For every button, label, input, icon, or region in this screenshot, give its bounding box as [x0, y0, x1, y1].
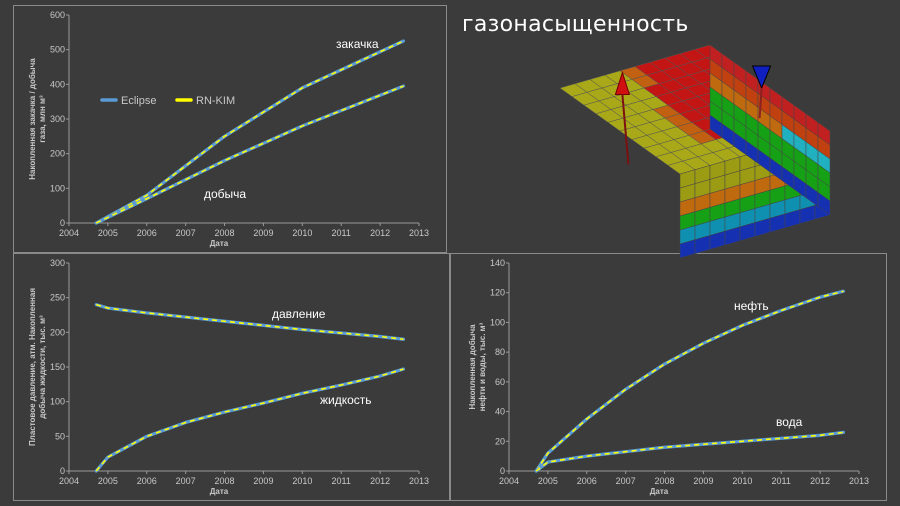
- series-rnkim-line: [95, 303, 404, 341]
- x-tick-label: 2010: [732, 476, 752, 486]
- x-tick-label: 2008: [215, 476, 235, 486]
- chart-panel-oil-water: 0 20 40 60 80 100 120 140 2004 2005 2006 2007 2008 20…: [450, 253, 887, 501]
- chart-oil-water: 0 20 40 60 80 100 120 140 2004 2005 2006 2007 2008 20…: [468, 258, 869, 496]
- y-tick-label: 250: [50, 293, 65, 303]
- series-rnkim-line: [95, 368, 404, 472]
- x-tick-label: 2013: [409, 228, 429, 238]
- x-tick-label: 2012: [370, 476, 390, 486]
- y-tick-label: 80: [495, 347, 505, 357]
- y-axis-label: Накопленная закачка / добычагаза, млн м³: [28, 58, 47, 180]
- x-tick-label: 2012: [370, 228, 390, 238]
- y-tick-label: 200: [50, 149, 65, 159]
- x-tick-label: 2011: [332, 476, 351, 486]
- series-eclipse-line: [94, 39, 406, 225]
- series-eclipse-line: [94, 367, 406, 473]
- x-tick-label: 2009: [693, 476, 713, 486]
- y-tick-label: 500: [50, 45, 65, 55]
- y-axis-label: Накопленная добычанефти и воды, тыс. м³: [468, 322, 487, 411]
- y-tick-label: 100: [50, 397, 65, 407]
- y-tick-label: 300: [50, 114, 65, 124]
- x-tick-label: 2004: [59, 228, 79, 238]
- x-tick-label: 2004: [59, 476, 79, 486]
- y-tick-label: 40: [495, 407, 505, 417]
- series-rnkim-line: [535, 290, 844, 472]
- x-axis-label: Дата: [210, 487, 229, 496]
- x-tick-label: 2013: [849, 476, 869, 486]
- y-tick-label: 0: [60, 218, 65, 228]
- x-tick-label: 2007: [616, 476, 636, 486]
- x-tick-label: 2006: [577, 476, 597, 486]
- series-label: вода: [776, 415, 803, 429]
- x-tick-label: 2009: [253, 476, 273, 486]
- y-tick-label: 400: [50, 79, 65, 89]
- series-eclipse-line: [534, 430, 846, 473]
- x-axis-label: Дата: [210, 239, 229, 248]
- x-tick-label: 2013: [409, 476, 429, 486]
- x-tick-label: 2005: [538, 476, 558, 486]
- y-tick-label: 120: [490, 288, 505, 298]
- x-tick-label: 2011: [332, 228, 351, 238]
- x-tick-label: 2004: [499, 476, 519, 486]
- x-tick-label: 2012: [810, 476, 830, 486]
- x-tick-label: 2006: [137, 476, 157, 486]
- y-tick-label: 0: [500, 466, 505, 476]
- x-axis-label: Дата: [650, 487, 669, 496]
- series-label: жидкость: [320, 393, 372, 407]
- y-tick-label: 20: [495, 436, 505, 446]
- y-tick-label: 100: [50, 183, 65, 193]
- x-tick-label: 2010: [292, 228, 312, 238]
- grid-cell-side: [817, 191, 831, 216]
- x-tick-label: 2005: [98, 476, 118, 486]
- x-tick-label: 2008: [655, 476, 675, 486]
- y-tick-label: 140: [490, 258, 505, 268]
- y-axis-label: Пластовое давление, атм. Накопленнаядобы…: [28, 288, 47, 446]
- production-well-trajectory: [758, 87, 763, 119]
- x-tick-label: 2005: [98, 228, 118, 238]
- y-tick-label: 200: [50, 327, 65, 337]
- chart-panel-pressure: 0 50 100 150 200 250 300 2004 2005 2006 2007 2008 20…: [13, 253, 450, 501]
- x-tick-label: 2010: [292, 476, 312, 486]
- y-tick-label: 0: [60, 466, 65, 476]
- chart-panel-gas: 0 100 200 300 400 500 600 2004 2005 2006 2007 2008 2…: [13, 5, 447, 253]
- x-tick-label: 2007: [176, 228, 196, 238]
- series-label: давление: [272, 307, 326, 321]
- y-tick-label: 100: [490, 317, 505, 327]
- chart-pressure: 0 50 100 150 200 250 300 2004 2005 2006 2007 2008 20…: [28, 258, 429, 496]
- production-well-marker: [751, 65, 772, 90]
- y-tick-label: 150: [50, 362, 65, 372]
- series-label: нефть: [734, 299, 769, 313]
- x-tick-label: 2011: [772, 476, 791, 486]
- series-rnkim-line: [95, 85, 404, 224]
- x-tick-label: 2006: [137, 228, 157, 238]
- x-tick-label: 2008: [215, 228, 235, 238]
- series-label: закачка: [336, 37, 379, 51]
- chart-gas: 0 100 200 300 400 500 600 2004 2005 2006 2007 2008 2…: [28, 10, 429, 248]
- model-3d-title: газонасыщенность: [462, 12, 689, 37]
- legend-rnkim-label: RN-KIM: [196, 95, 235, 107]
- series-label: добыча: [204, 187, 246, 201]
- legend-eclipse-label: Eclipse: [121, 95, 156, 107]
- injection-well-trajectory: [621, 94, 630, 165]
- y-tick-label: 300: [50, 258, 65, 268]
- x-tick-label: 2009: [253, 228, 273, 238]
- reservoir-3d-model: [559, 44, 831, 259]
- x-tick-label: 2007: [176, 476, 196, 486]
- y-tick-label: 600: [50, 10, 65, 20]
- y-tick-label: 60: [495, 377, 505, 387]
- series-rnkim-line: [95, 40, 404, 224]
- y-tick-label: 50: [55, 431, 65, 441]
